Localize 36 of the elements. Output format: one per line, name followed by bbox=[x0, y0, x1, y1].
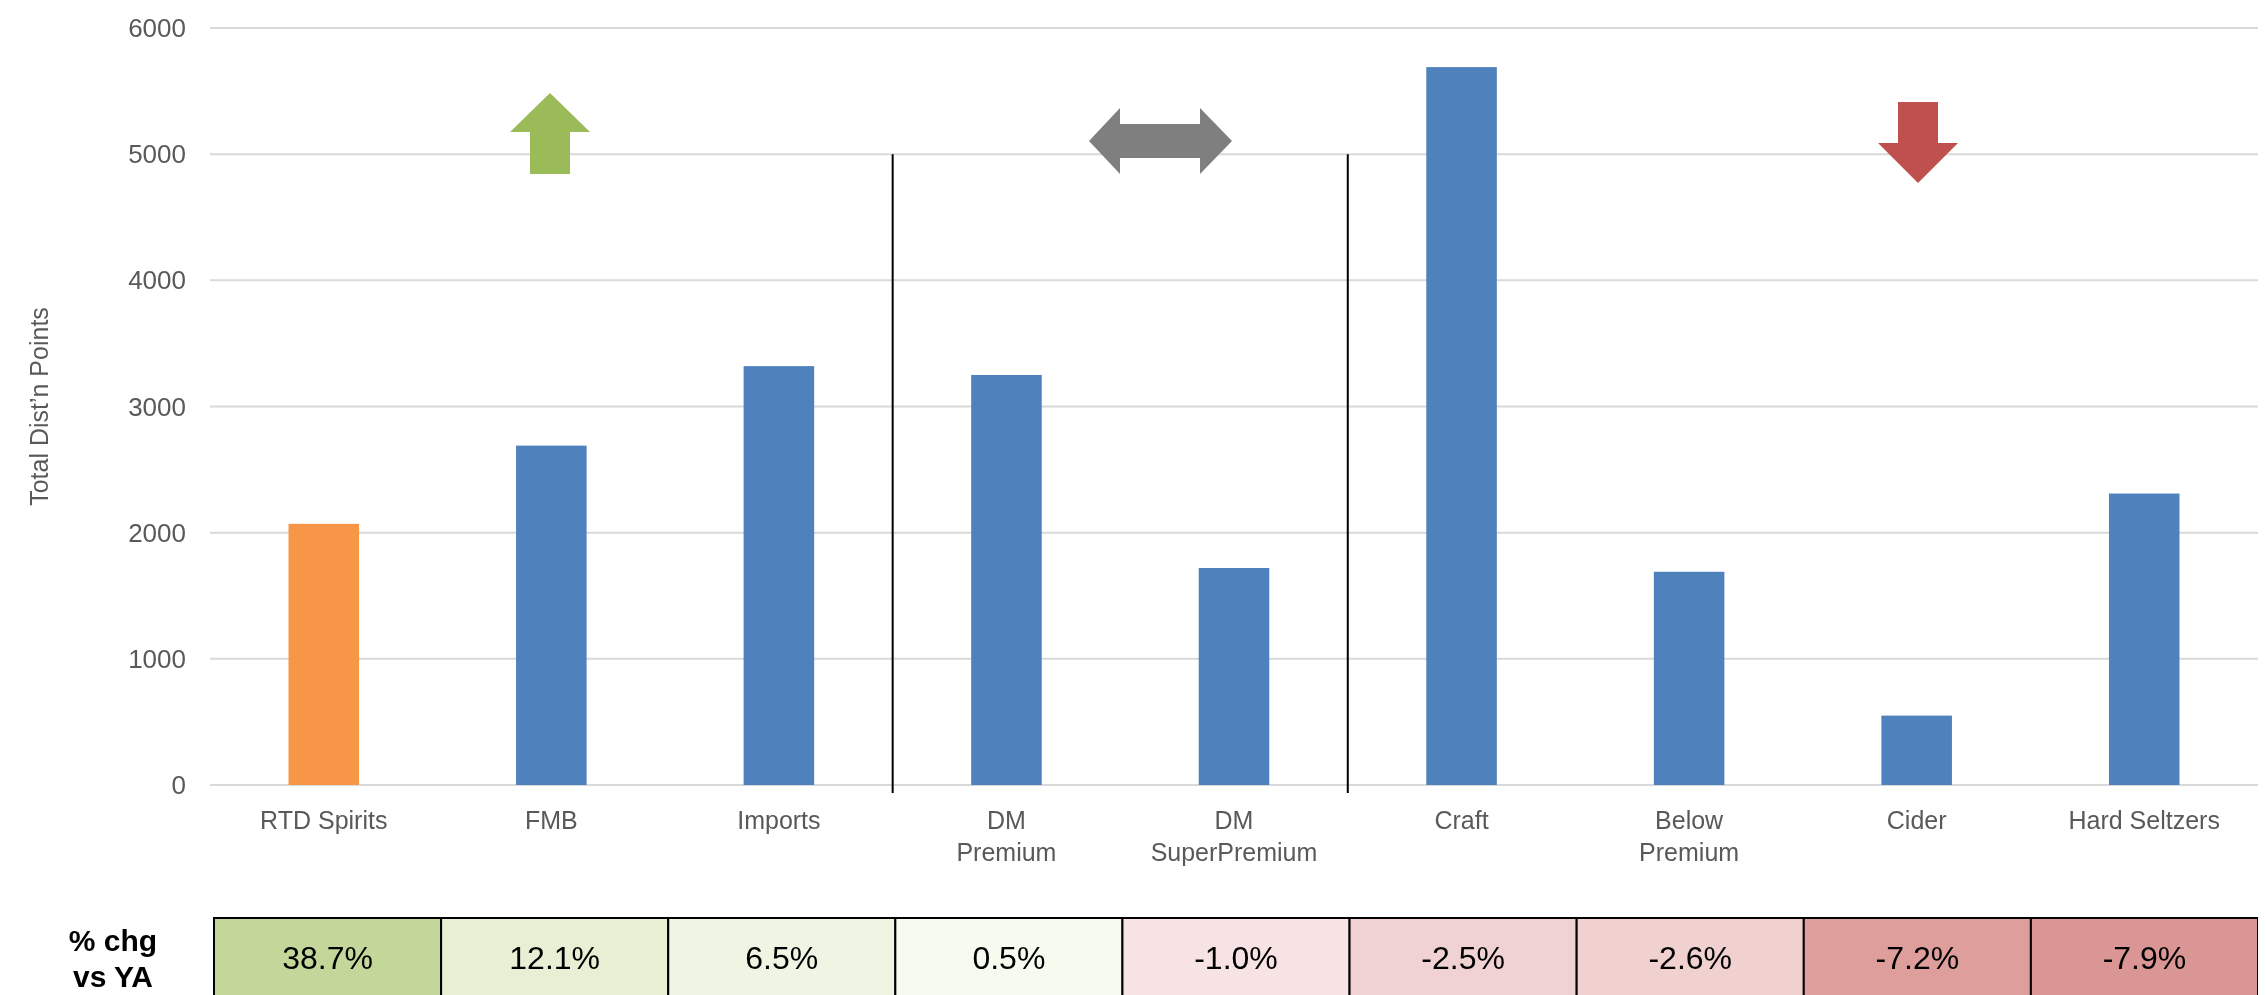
x-tick-label: Cider bbox=[1886, 806, 1947, 834]
y-tick-label: 1000 bbox=[128, 643, 186, 674]
y-tick-label: 4000 bbox=[128, 265, 186, 296]
data-label: 6.5% bbox=[745, 940, 819, 977]
x-tick-label: Imports bbox=[737, 806, 821, 834]
x-tick-label: Below Premium bbox=[1639, 806, 1740, 866]
data-label: -7.9% bbox=[2102, 940, 2187, 977]
bar bbox=[288, 523, 360, 785]
y-axis-title: Total Dist’n Points bbox=[25, 307, 53, 506]
bar bbox=[971, 374, 1042, 785]
bar bbox=[2108, 493, 2180, 785]
y-tick-label: 5000 bbox=[128, 139, 186, 170]
data-label: -2.5% bbox=[1421, 940, 1505, 977]
data-label: 0.5% bbox=[972, 940, 1046, 977]
bar bbox=[743, 366, 815, 785]
y-tick-label: 6000 bbox=[128, 13, 186, 44]
bar bbox=[516, 445, 587, 785]
x-tick-label: Hard Seltzers bbox=[2068, 806, 2220, 834]
bar bbox=[1198, 567, 1270, 785]
data-label: 38.7% bbox=[282, 940, 373, 977]
data-label: 12.1% bbox=[509, 940, 601, 977]
y-tick-label: 2000 bbox=[128, 517, 186, 548]
x-tick-label: DM Premium bbox=[956, 806, 1057, 866]
bar bbox=[1653, 571, 1725, 785]
x-tick-label: Craft bbox=[1434, 806, 1489, 834]
data-label: -1.0% bbox=[1194, 940, 1278, 977]
y-tick-label: 0 bbox=[171, 770, 186, 801]
y-tick-label: % chg vs YA bbox=[68, 923, 158, 993]
data-label: -2.6% bbox=[1648, 940, 1733, 977]
x-tick-label: RTD Spirits bbox=[260, 806, 388, 834]
data-label: -7.2% bbox=[1875, 940, 1960, 977]
x-tick-label: DM SuperPremium bbox=[1150, 806, 1318, 866]
x-tick-label: FMB bbox=[524, 806, 578, 834]
y-tick-label: 3000 bbox=[128, 391, 186, 422]
bar bbox=[1426, 67, 1497, 785]
bar bbox=[1881, 715, 1952, 785]
